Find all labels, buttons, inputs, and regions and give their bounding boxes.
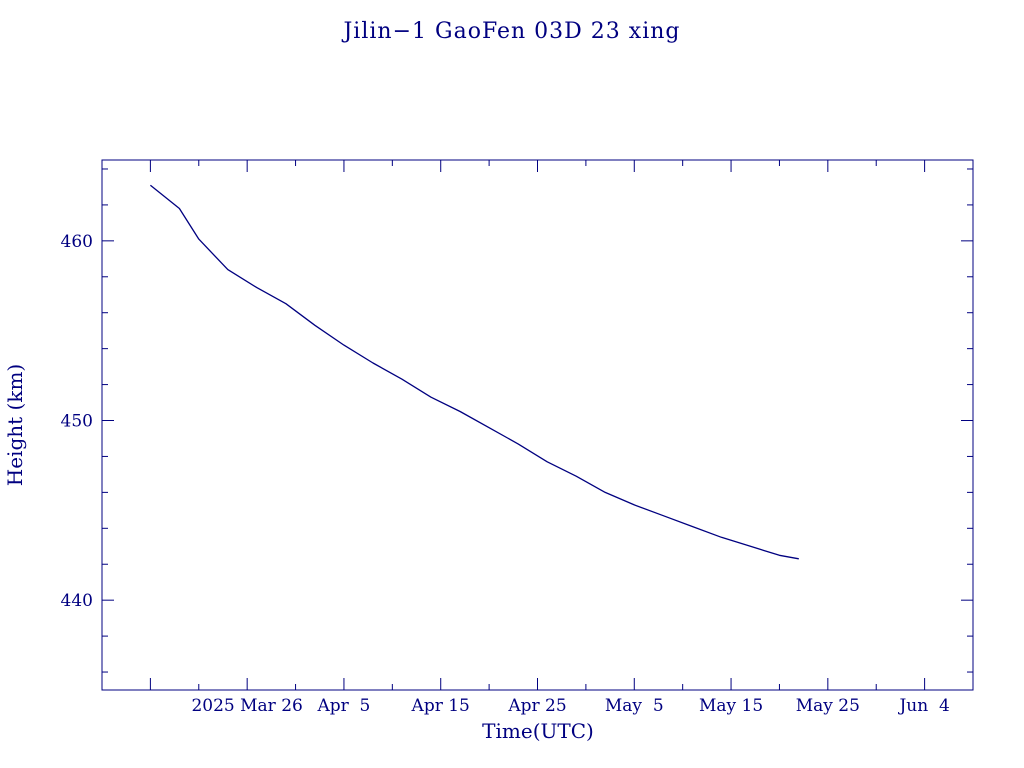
x-tick-label: Jun 4 <box>897 696 949 716</box>
series-line <box>149 184 799 560</box>
plot-frame <box>101 159 974 691</box>
y-tick-label: 450 <box>61 412 93 432</box>
chart-title: Jilin−1 GaoFen 03D 23 xing <box>341 19 680 44</box>
x-tick-label: Apr 5 <box>316 696 370 716</box>
axis-ticks <box>102 160 973 690</box>
x-tick-label: Apr 15 <box>411 696 470 716</box>
x-tick-label: May 25 <box>796 696 860 716</box>
x-tick-label: May 5 <box>605 696 664 716</box>
x-axis-label: Time(UTC) <box>482 719 594 743</box>
y-tick-label: 440 <box>61 591 93 611</box>
y-tick-label: 460 <box>61 232 93 252</box>
y-axis-label: Height (km) <box>3 364 27 486</box>
x-tick-labels: 2025 Mar 26 Apr 5 Apr 15 Apr 25 May 5 May 15 M… <box>191 696 949 716</box>
x-tick-label: Apr 25 <box>507 696 566 716</box>
y-tick-labels: 440 450 460 <box>61 232 93 611</box>
x-tick-label: May 15 <box>699 696 763 716</box>
x-tick-label: 2025 Mar 26 <box>191 696 302 716</box>
